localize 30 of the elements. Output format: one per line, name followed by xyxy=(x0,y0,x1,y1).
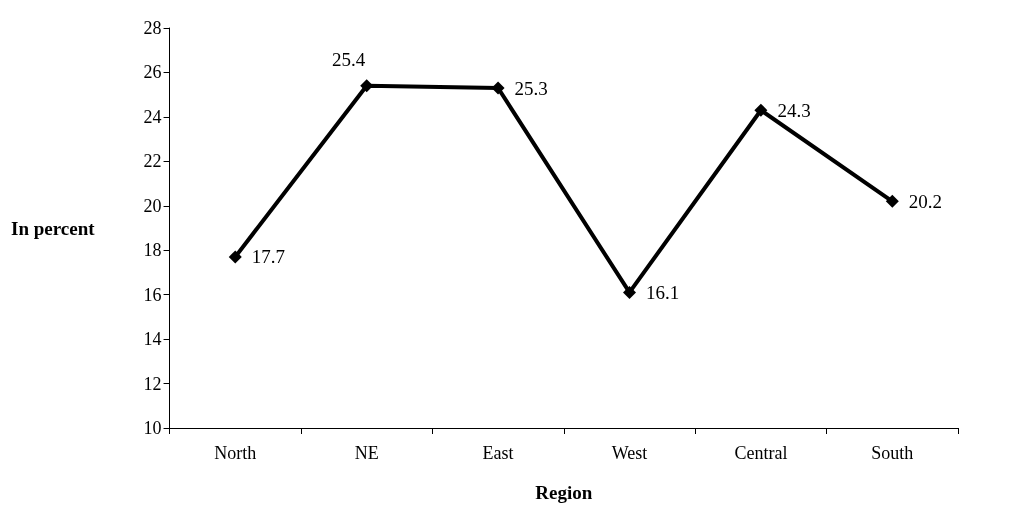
data-label: 17.7 xyxy=(251,246,286,268)
y-tick-label: 22 xyxy=(143,151,162,172)
point xyxy=(754,103,768,117)
data-label: 20.2 xyxy=(908,190,943,212)
point xyxy=(885,194,899,208)
data-label: 24.3 xyxy=(777,99,811,121)
y-tick-label: 12 xyxy=(143,373,162,394)
point xyxy=(360,79,374,93)
point xyxy=(622,285,636,299)
x-tick-label: East xyxy=(482,443,514,463)
data-label: 25.3 xyxy=(514,77,548,99)
y-tick-label: 24 xyxy=(143,106,162,127)
point xyxy=(491,81,505,95)
y-tick-label: 26 xyxy=(143,62,162,83)
y-tick-label: 14 xyxy=(143,329,162,350)
x-tick-label: Central xyxy=(734,443,788,463)
x-axis-title: Region xyxy=(535,482,593,503)
data-label: 25.4 xyxy=(332,49,366,71)
y-axis-title: In percent xyxy=(11,217,96,239)
x-tick-label: North xyxy=(214,443,257,463)
y-tick-label: 16 xyxy=(143,284,162,305)
y-tick-label: 20 xyxy=(143,195,162,216)
data-label: 16.1 xyxy=(645,281,680,303)
y-tick-label: 28 xyxy=(143,18,162,38)
y-tick-label: 10 xyxy=(143,418,162,438)
y-tick-label: 18 xyxy=(143,240,162,261)
x-tick-label: NE xyxy=(354,443,379,463)
x-tick-label: South xyxy=(871,443,914,463)
x-tick-label: West xyxy=(611,443,648,463)
point xyxy=(228,250,242,264)
